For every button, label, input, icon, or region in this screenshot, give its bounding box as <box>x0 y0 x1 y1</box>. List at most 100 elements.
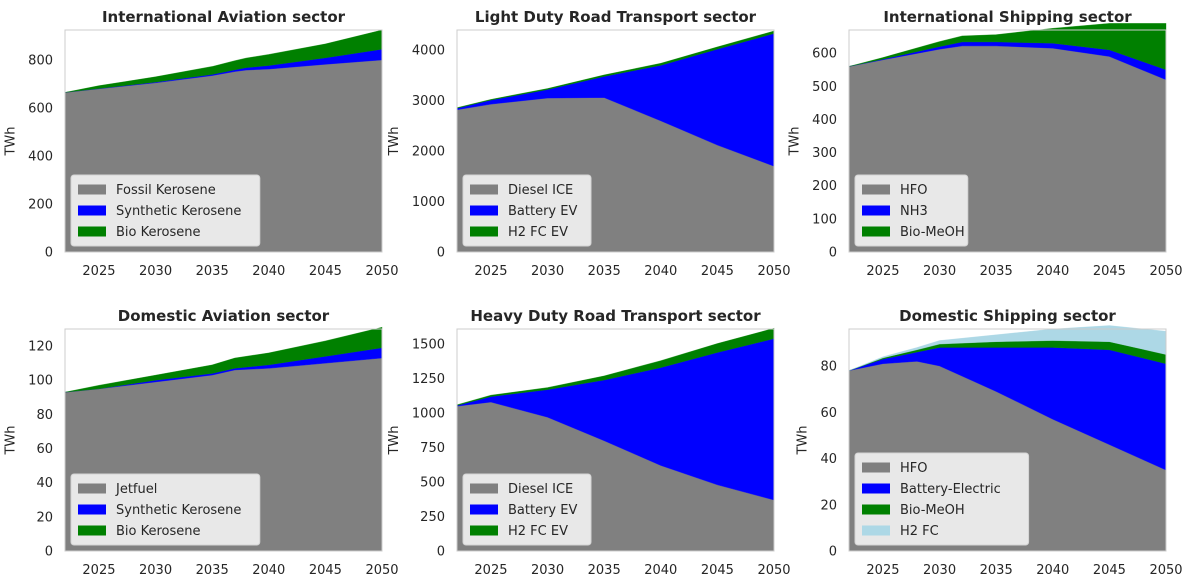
y-axis-label: TWh <box>387 126 402 156</box>
x-tick-label: 2030 <box>139 264 172 279</box>
legend-label-synthetic-kerosene: Synthetic Kerosene <box>116 503 241 518</box>
y-axis-label: TWh <box>3 425 18 455</box>
y-tick-label: 1000 <box>412 407 445 422</box>
legend-label-battery-ev: Battery EV <box>508 503 577 518</box>
y-tick-label: 4000 <box>412 44 445 59</box>
legend: Jetfuel Synthetic Kerosene Bio Kerosene <box>70 473 261 546</box>
x-tick-label: 2030 <box>923 264 956 279</box>
x-tick-label: 2040 <box>644 264 677 279</box>
x-tick-label: 2050 <box>1149 264 1182 279</box>
legend-swatch-jetfuel <box>78 483 106 494</box>
x-tick-label: 2035 <box>980 264 1013 279</box>
x-tick-label: 2025 <box>866 264 899 279</box>
x-tick-label: 2035 <box>980 563 1013 578</box>
x-tick-label: 2030 <box>531 264 564 279</box>
chart-title: Domestic Aviation sector <box>118 307 330 325</box>
legend-swatch-h2-fc-ev <box>470 525 498 536</box>
chart-title: Heavy Duty Road Transport sector <box>470 307 761 325</box>
legend: HFO NH3 Bio-MeOH <box>854 174 969 247</box>
x-tick-label: 2050 <box>1149 563 1182 578</box>
x-tick-label: 2025 <box>474 264 507 279</box>
plot-frame <box>456 29 775 253</box>
legend-box <box>70 174 261 247</box>
y-axis-label: TWh <box>387 425 402 455</box>
y-tick-label: 20 <box>820 498 837 513</box>
y-tick-label: 0 <box>437 246 445 261</box>
x-tick-label: 2025 <box>866 563 899 578</box>
x-tick-label: 2045 <box>1093 563 1126 578</box>
x-tick-label: 2035 <box>196 563 229 578</box>
x-tick-label: 2045 <box>309 563 342 578</box>
x-tick-label: 2050 <box>757 563 790 578</box>
y-tick-label: 400 <box>28 150 53 165</box>
chart-panel-light-duty-road-transport-sector: Light Duty Road Transport sector 2025 2030… <box>387 8 790 279</box>
x-tick-label: 2030 <box>531 563 564 578</box>
legend-swatch-nh3 <box>862 205 890 216</box>
y-tick-label: 1500 <box>412 338 445 353</box>
legend-swatch-bio-meoh <box>862 226 890 237</box>
x-tick-label: 2040 <box>252 264 285 279</box>
legend-swatch-battery-electric <box>862 483 890 494</box>
y-tick-label: 1000 <box>412 195 445 210</box>
legend-swatch-bio-meoh <box>862 504 890 515</box>
legend-label-nh3: NH3 <box>900 204 928 219</box>
y-tick-label: 60 <box>36 442 53 457</box>
plot-frame <box>64 29 383 253</box>
chart-panel-heavy-duty-road-transport-sector: Heavy Duty Road Transport sector 2025 2030… <box>387 307 790 578</box>
x-tick-label: 2025 <box>82 264 115 279</box>
legend-swatch-h2-fc-ev <box>470 226 498 237</box>
y-tick-label: 60 <box>820 406 837 421</box>
legend-label-diesel-ice: Diesel ICE <box>508 482 573 497</box>
y-tick-label: 600 <box>812 47 837 62</box>
x-tick-label: 2025 <box>474 563 507 578</box>
y-axis-label: TWh <box>796 425 811 455</box>
x-tick-label: 2035 <box>196 264 229 279</box>
y-tick-label: 100 <box>28 374 53 389</box>
x-tick-label: 2045 <box>1093 264 1126 279</box>
legend-label-bio-kerosene: Bio Kerosene <box>116 524 201 539</box>
legend-label-bio-meoh: Bio-MeOH <box>900 503 965 518</box>
chart-title: Light Duty Road Transport sector <box>475 8 757 26</box>
y-tick-label: 0 <box>45 545 53 560</box>
legend-swatch-fossil-kerosene <box>78 184 106 195</box>
legend-swatch-hfo <box>862 184 890 195</box>
y-tick-label: 3000 <box>412 94 445 109</box>
x-tick-label: 2030 <box>139 563 172 578</box>
x-tick-label: 2040 <box>1036 563 1069 578</box>
y-tick-label: 80 <box>36 408 53 423</box>
y-tick-label: 40 <box>36 476 53 491</box>
x-tick-label: 2040 <box>1036 264 1069 279</box>
plot-frame <box>64 328 383 552</box>
x-tick-label: 2050 <box>757 264 790 279</box>
y-tick-label: 20 <box>36 510 53 525</box>
x-tick-label: 2040 <box>252 563 285 578</box>
legend: Diesel ICE Battery EV H2 FC EV <box>462 473 592 546</box>
y-axis-label: TWh <box>787 126 802 156</box>
legend-label-synthetic-kerosene: Synthetic Kerosene <box>116 204 241 219</box>
y-tick-label: 500 <box>812 80 837 95</box>
y-tick-label: 500 <box>420 476 445 491</box>
legend-label-diesel-ice: Diesel ICE <box>508 183 573 198</box>
legend-swatch-synthetic-kerosene <box>78 504 106 515</box>
x-tick-label: 2025 <box>82 563 115 578</box>
y-axis-label: TWh <box>3 126 18 156</box>
legend-label-bio-kerosene: Bio Kerosene <box>116 225 201 240</box>
x-tick-label: 2050 <box>365 264 398 279</box>
legend-box <box>70 473 261 546</box>
y-tick-label: 0 <box>45 246 53 261</box>
x-tick-label: 2035 <box>588 563 621 578</box>
legend-label-battery-ev: Battery EV <box>508 204 577 219</box>
y-tick-label: 200 <box>812 179 837 194</box>
legend-swatch-battery-ev <box>470 504 498 515</box>
x-tick-label: 2045 <box>309 264 342 279</box>
x-tick-label: 2035 <box>588 264 621 279</box>
legend-swatch-bio-kerosene <box>78 525 106 536</box>
chart-title: Domestic Shipping sector <box>899 307 1116 325</box>
y-tick-label: 80 <box>820 360 837 375</box>
y-tick-label: 100 <box>812 212 837 227</box>
legend-swatch-battery-ev <box>470 205 498 216</box>
x-tick-label: 2045 <box>701 563 734 578</box>
